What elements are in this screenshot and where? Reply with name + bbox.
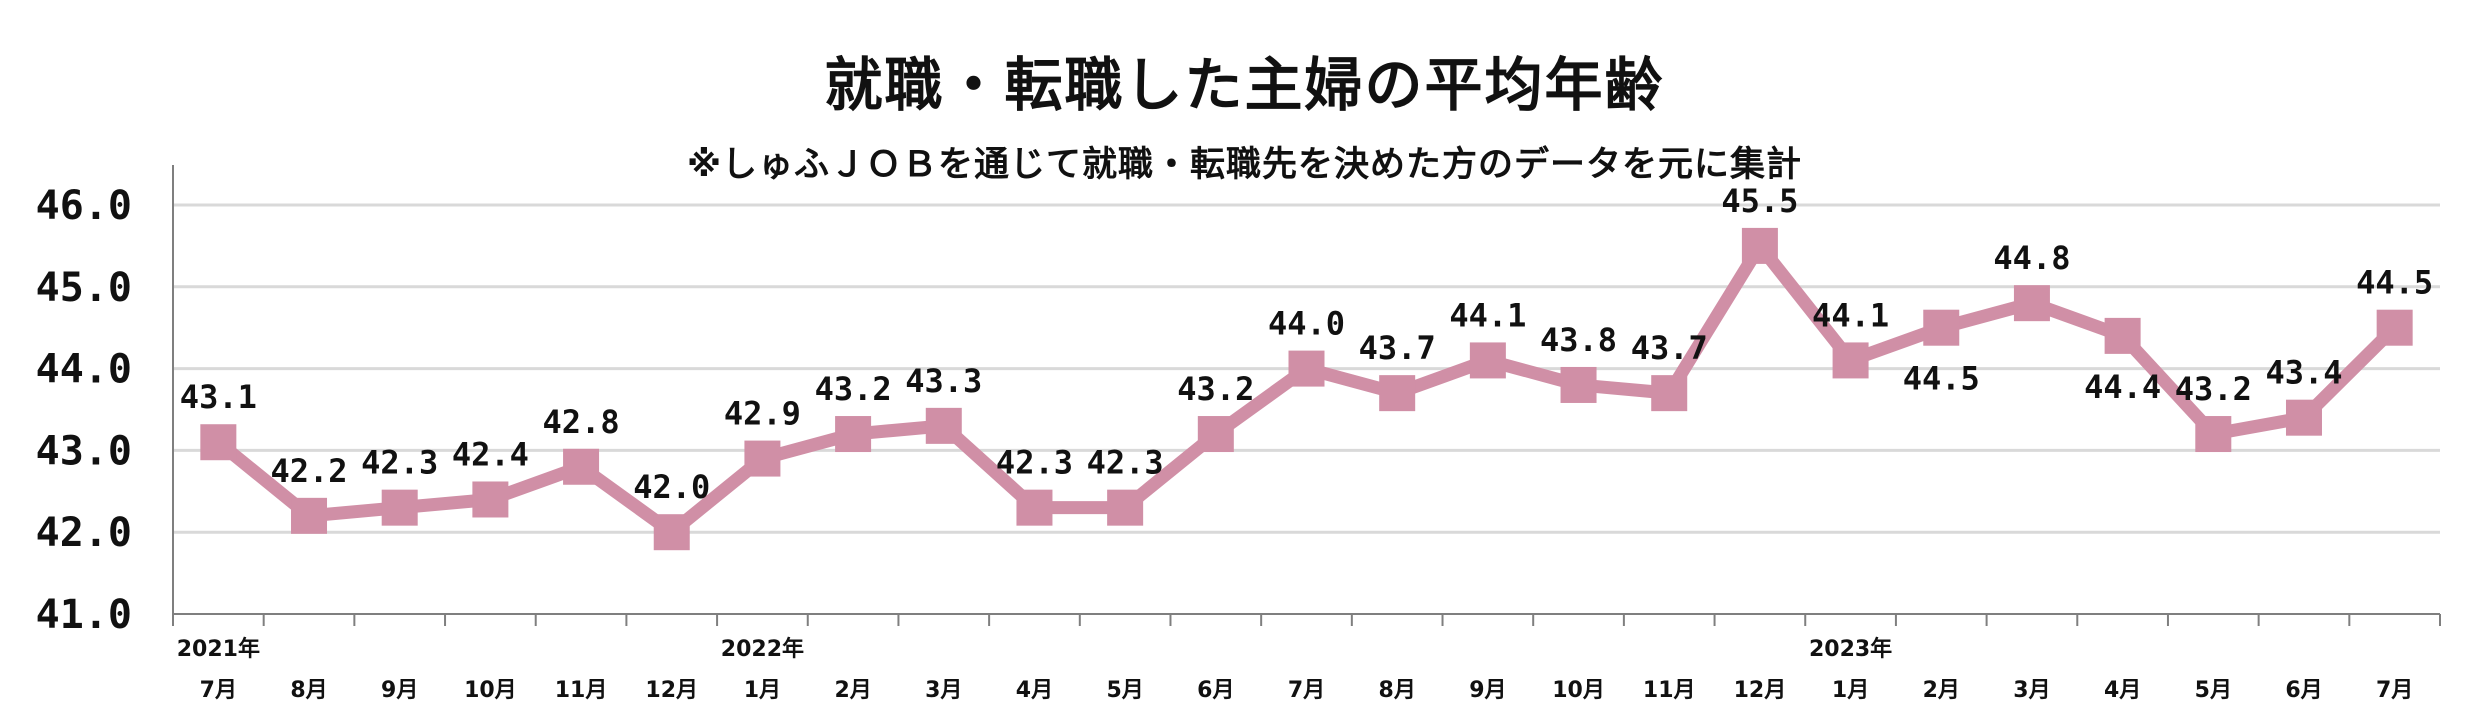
series-average-age xyxy=(200,227,2413,551)
data-point-marker xyxy=(1651,375,1688,412)
data-label: 42.3 xyxy=(996,444,1073,482)
data-label: 43.7 xyxy=(1631,329,1708,367)
x-tick-label: 1月 xyxy=(1832,678,1869,703)
x-tick-label: 3月 xyxy=(2013,678,2050,703)
data-label: 42.8 xyxy=(543,403,620,441)
data-point-marker xyxy=(925,407,962,444)
data-label: 45.5 xyxy=(1721,182,1798,220)
chart-title: 就職・転職した主婦の平均年齢 xyxy=(824,51,1665,119)
data-label: 44.4 xyxy=(2084,368,2161,406)
x-tick-label: 1月 xyxy=(744,678,781,703)
data-label: 43.2 xyxy=(815,370,892,408)
data-point-marker xyxy=(1923,309,1960,346)
data-label: 42.3 xyxy=(1087,444,1164,482)
x-tick-label: 6月 xyxy=(1197,678,1234,703)
x-year-label: 2021年 xyxy=(177,636,260,662)
x-tick-label: 3月 xyxy=(925,678,962,703)
y-tick-label: 43.0 xyxy=(36,428,132,474)
x-tick-label: 9月 xyxy=(381,678,418,703)
data-point-marker xyxy=(2195,416,2232,453)
x-tick-label: 7月 xyxy=(200,678,237,703)
data-point-marker xyxy=(653,514,690,551)
data-point-marker xyxy=(835,416,872,453)
x-tick-label: 2月 xyxy=(834,678,871,703)
data-point-marker xyxy=(1832,342,1869,379)
data-point-marker xyxy=(2013,285,2050,322)
data-label: 44.1 xyxy=(1449,296,1526,334)
y-tick-label: 42.0 xyxy=(36,510,132,556)
x-tick-label: 12月 xyxy=(1734,678,1787,703)
data-label: 43.1 xyxy=(180,378,257,416)
x-tick-label: 7月 xyxy=(1288,678,1325,703)
x-tick-label: 6月 xyxy=(2285,678,2322,703)
x-tick-label: 2月 xyxy=(1923,678,1960,703)
data-point-marker xyxy=(1288,350,1325,387)
data-label: 43.2 xyxy=(2175,370,2252,408)
y-tick-label: 44.0 xyxy=(36,347,132,393)
x-tick-label: 5月 xyxy=(2195,678,2232,703)
data-label: 42.9 xyxy=(724,395,801,433)
data-point-marker xyxy=(1016,489,1053,526)
x-tick-label: 11月 xyxy=(1643,678,1696,703)
data-label: 44.1 xyxy=(1812,296,1889,334)
data-label: 43.7 xyxy=(1359,329,1436,367)
data-point-marker xyxy=(200,424,237,461)
x-tick-label: 9月 xyxy=(1469,678,1506,703)
x-tick-label: 4月 xyxy=(1016,678,1053,703)
data-label: 43.8 xyxy=(1540,321,1617,359)
data-point-marker xyxy=(1741,227,1778,264)
x-year-label: 2022年 xyxy=(721,636,804,662)
y-axis-ticks: 41.0 42.0 43.0 44.0 45.0 46.0 xyxy=(36,183,132,638)
x-tick-label: 12月 xyxy=(645,678,698,703)
data-label: 42.4 xyxy=(452,435,529,473)
data-point-marker xyxy=(563,448,600,485)
data-point-marker xyxy=(2104,317,2141,354)
data-point-marker xyxy=(1469,342,1506,379)
data-label: 44.0 xyxy=(1268,305,1345,343)
data-label: 43.2 xyxy=(1177,370,1254,408)
x-tick-label: 4月 xyxy=(2104,678,2141,703)
x-tick-label: 8月 xyxy=(290,678,327,703)
y-tick-label: 46.0 xyxy=(36,183,132,229)
y-tick-label: 45.0 xyxy=(36,265,132,311)
data-point-marker xyxy=(1197,416,1234,453)
data-point-marker xyxy=(1560,366,1597,403)
data-point-marker xyxy=(2285,399,2322,436)
x-axis-labels: 7月 8月 9月 10月 11月 12月 1月 2月 3月 4月 5月 6月 7月 8月 9月 10月 11月 1… xyxy=(177,636,2414,703)
data-label: 43.3 xyxy=(905,362,982,400)
y-tick-label: 41.0 xyxy=(36,592,132,638)
data-point-marker xyxy=(744,440,781,477)
data-label: 42.3 xyxy=(361,444,438,482)
data-point-marker xyxy=(1379,375,1416,412)
x-tick-label: 11月 xyxy=(555,678,608,703)
data-point-marker xyxy=(2376,309,2413,346)
x-tick-label: 10月 xyxy=(464,678,517,703)
data-label: 44.5 xyxy=(1903,360,1980,398)
data-point-marker xyxy=(381,489,418,526)
data-labels: 43.1 42.2 42.3 42.4 42.8 42.0 42.9 43.2 43.3 42.3… xyxy=(180,182,2433,506)
data-label: 44.8 xyxy=(1993,239,2070,277)
data-point-marker xyxy=(472,481,509,518)
data-label: 43.4 xyxy=(2265,354,2342,392)
data-point-marker xyxy=(1107,489,1144,526)
x-tick-label: 8月 xyxy=(1379,678,1416,703)
chart-subtitle: ※しゅふＪＯＢを通じて就職・転職先を決めた方のデータを元に集計 xyxy=(686,145,1803,185)
data-label: 42.2 xyxy=(270,452,347,490)
series-line xyxy=(214,239,2400,539)
x-tick-label: 5月 xyxy=(1106,678,1143,703)
x-tick-label: 10月 xyxy=(1552,678,1605,703)
axes xyxy=(172,165,2441,626)
data-label: 44.5 xyxy=(2356,264,2433,302)
data-label: 42.0 xyxy=(633,468,710,506)
x-year-label: 2023年 xyxy=(1809,636,1892,662)
data-point-marker xyxy=(291,497,328,534)
x-tick-label: 7月 xyxy=(2376,678,2413,703)
